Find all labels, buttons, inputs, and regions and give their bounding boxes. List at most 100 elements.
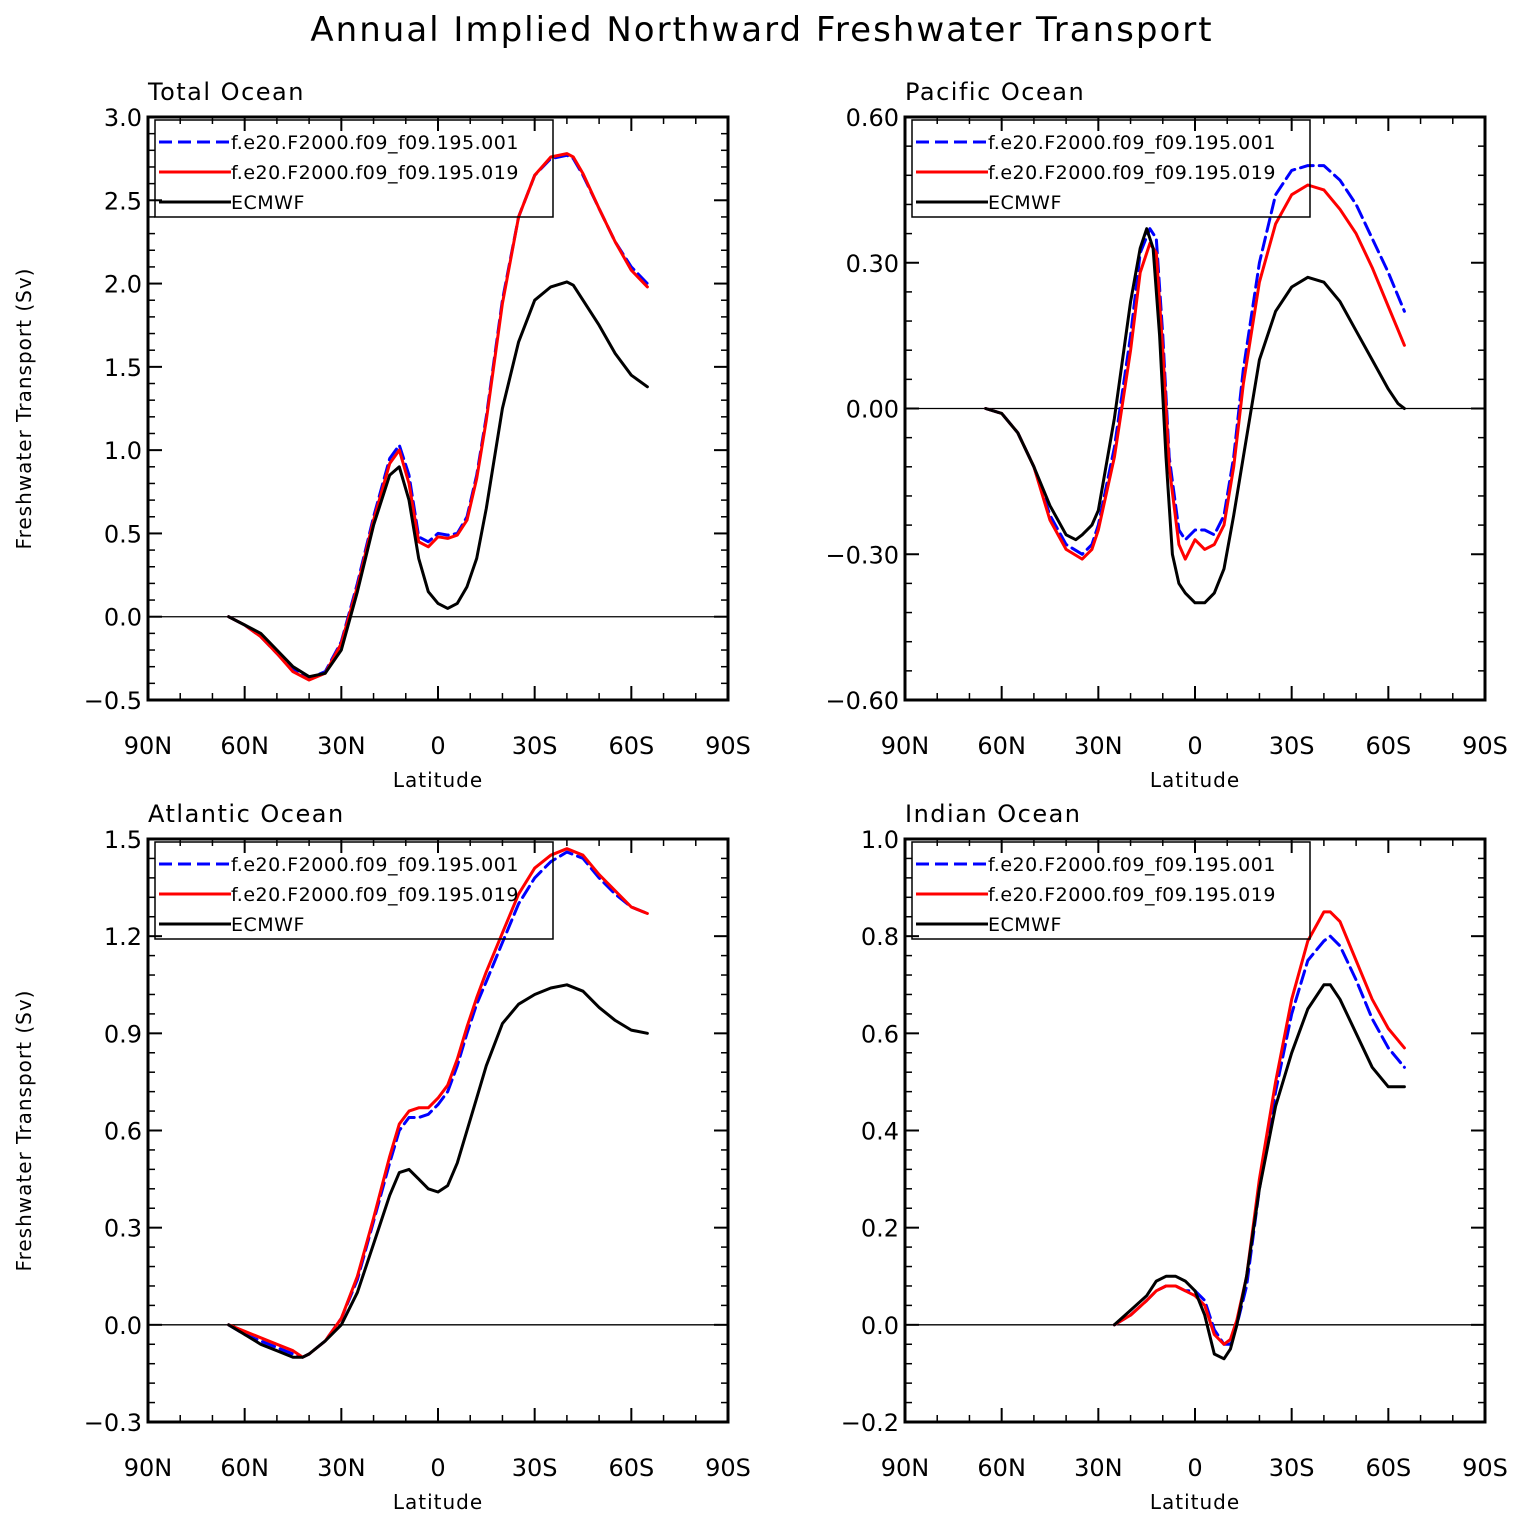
legend-label: f.e20.F2000.f09_f09.195.019 <box>988 162 1276 184</box>
y-tick-label: 0.4 <box>861 1118 899 1146</box>
legend-box <box>911 119 1311 218</box>
x-tick-label: 90N <box>124 1454 173 1482</box>
y-tick-label: 2.0 <box>104 271 142 299</box>
x-tick-label: 90N <box>881 1454 930 1482</box>
series-line-1 <box>984 164 1406 556</box>
legend-label: f.e20.F2000.f09_f09.195.019 <box>231 162 519 184</box>
x-axis-label: Latitude <box>1150 768 1240 792</box>
y-tick-label: 2.5 <box>104 187 142 215</box>
legend-label: f.e20.F2000.f09_f09.195.001 <box>231 854 519 876</box>
legend-label: f.e20.F2000.f09_f09.195.001 <box>988 854 1276 876</box>
y-tick-label: 0.9 <box>104 1020 142 1048</box>
panel-title: Indian Ocean <box>905 800 1082 828</box>
y-tick-label: 0.5 <box>104 520 142 548</box>
legend-label: ECMWF <box>231 192 305 214</box>
x-tick-label: 90S <box>705 732 751 760</box>
legend-label: f.e20.F2000.f09_f09.195.019 <box>988 884 1276 906</box>
x-tick-label: 30S <box>1269 732 1315 760</box>
x-tick-label: 30N <box>317 732 366 760</box>
x-tick-label: 30N <box>317 1454 366 1482</box>
x-tick-label: 60S <box>608 732 654 760</box>
x-tick-label: 90S <box>1462 732 1508 760</box>
series-line-2 <box>984 183 1406 561</box>
legend-label: ECMWF <box>231 914 305 936</box>
y-tick-label: 3.0 <box>104 104 142 132</box>
x-tick-label: 90N <box>881 732 930 760</box>
legend-label: f.e20.F2000.f09_f09.195.019 <box>231 884 519 906</box>
x-tick-label: 90S <box>705 1454 751 1482</box>
legend-label: ECMWF <box>988 914 1062 936</box>
figure-title: Annual Implied Northward Freshwater Tran… <box>310 10 1214 50</box>
y-tick-label: 0.0 <box>104 604 142 632</box>
plot-frame <box>903 115 1487 702</box>
panel-indian-ocean: Indian Ocean −0.2 0.0 0.2 0.4 0.6 0.8 1.0 90N 60N… <box>841 800 1508 1514</box>
x-tick-label: 60N <box>220 732 269 760</box>
plot-frame <box>146 837 730 1424</box>
legend-label: f.e20.F2000.f09_f09.195.001 <box>231 132 519 154</box>
x-tick-label: 90S <box>1462 1454 1508 1482</box>
panel-title: Pacific Ocean <box>905 78 1085 106</box>
x-tick-label: 90N <box>124 732 173 760</box>
x-tick-label: 0 <box>1187 1454 1202 1482</box>
x-tick-label: 60N <box>220 1454 269 1482</box>
panel-pacific-ocean: Pacific Ocean −0.60 −0.30 0.00 0.30 0.60 90N 60… <box>825 78 1507 792</box>
panel-atlantic-ocean: Atlantic Ocean −0.3 0.0 0.3 0.6 0.9 1.2 1.5 90N 6… <box>12 800 751 1514</box>
y-tick-label: 1.0 <box>861 826 899 854</box>
x-tick-label: 30S <box>1269 1454 1315 1482</box>
legend-box <box>911 841 1311 940</box>
x-tick-label: 30S <box>512 732 558 760</box>
x-tick-label: 30N <box>1074 1454 1123 1482</box>
x-tick-label: 0 <box>430 1454 445 1482</box>
y-tick-label: 1.0 <box>104 437 142 465</box>
y-tick-label: 0.0 <box>861 1312 899 1340</box>
series-line-3 <box>1112 983 1406 1361</box>
x-axis-label: Latitude <box>393 1490 483 1514</box>
panel-total-ocean: Total Ocean −0.5 0.0 0.5 1.0 1.5 2.0 2.5 3.0 90N 6… <box>12 78 751 792</box>
x-tick-label: 30N <box>1074 732 1123 760</box>
y-tick-label: 1.5 <box>104 354 142 382</box>
series-line-3 <box>984 227 1406 605</box>
y-axis-label: Freshwater Transport (Sv) <box>12 268 36 550</box>
y-tick-label: 1.5 <box>104 826 142 854</box>
x-axis-label: Latitude <box>1150 1490 1240 1514</box>
panel-title: Atlantic Ocean <box>148 800 345 828</box>
series-line-2 <box>227 152 649 682</box>
x-axis-label: Latitude <box>393 768 483 792</box>
y-tick-label: 0.2 <box>861 1215 899 1243</box>
y-tick-label: −0.30 <box>825 541 899 569</box>
y-tick-label: −0.2 <box>841 1409 899 1437</box>
y-tick-label: 0.3 <box>104 1215 142 1243</box>
x-tick-label: 60S <box>608 1454 654 1482</box>
y-tick-label: 0.60 <box>846 104 899 132</box>
y-tick-label: 0.8 <box>861 923 899 951</box>
x-tick-label: 60S <box>1365 1454 1411 1482</box>
x-tick-label: 30S <box>512 1454 558 1482</box>
series-line-3 <box>227 280 649 679</box>
y-tick-label: −0.5 <box>84 687 142 715</box>
plot-frame <box>146 115 730 702</box>
y-tick-label: 1.2 <box>104 923 142 951</box>
series-line-3 <box>227 983 649 1359</box>
x-tick-label: 60N <box>977 732 1026 760</box>
panel-title: Total Ocean <box>147 78 305 106</box>
y-tick-label: 0.6 <box>861 1020 899 1048</box>
x-tick-label: 0 <box>1187 732 1202 760</box>
y-axis-label: Freshwater Transport (Sv) <box>12 990 36 1272</box>
x-tick-label: 60N <box>977 1454 1026 1482</box>
plot-frame <box>903 837 1487 1424</box>
y-tick-label: 0.0 <box>104 1312 142 1340</box>
x-tick-label: 0 <box>430 732 445 760</box>
y-tick-label: 0.00 <box>846 396 899 424</box>
x-tick-label: 60S <box>1365 732 1411 760</box>
legend-label: ECMWF <box>988 192 1062 214</box>
series-line-1 <box>227 153 649 680</box>
y-tick-label: −0.3 <box>84 1409 142 1437</box>
legend-box <box>154 841 554 940</box>
series-line-1 <box>1112 934 1406 1346</box>
y-tick-label: 0.6 <box>104 1118 142 1146</box>
y-tick-label: −0.60 <box>825 687 899 715</box>
legend-box <box>154 119 554 218</box>
legend-label: f.e20.F2000.f09_f09.195.001 <box>988 132 1276 154</box>
y-tick-label: 0.30 <box>846 250 899 278</box>
